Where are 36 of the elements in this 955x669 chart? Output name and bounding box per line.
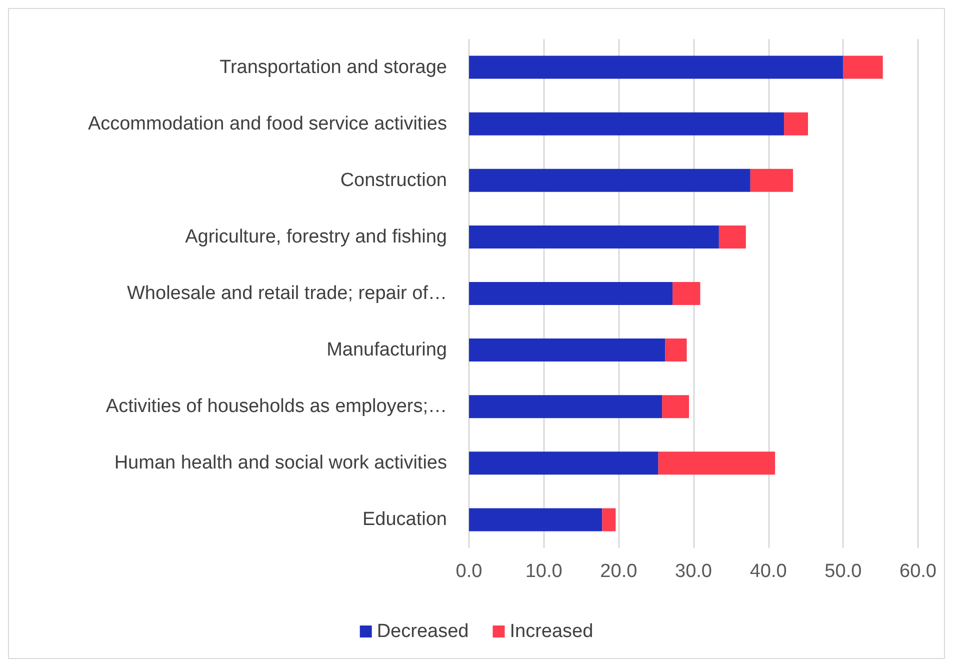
bar xyxy=(469,452,658,475)
bar xyxy=(672,282,700,305)
y-tick-label: Transportation and storage xyxy=(220,56,447,78)
legend-label: Increased xyxy=(510,621,594,642)
y-tick-label: Accommodation and food service activities xyxy=(88,113,447,134)
bar xyxy=(658,452,776,475)
x-tick-label: 40.0 xyxy=(750,561,787,582)
bar xyxy=(469,168,750,192)
x-tick-label: 50.0 xyxy=(824,561,862,582)
y-tick-label: Manufacturing xyxy=(326,340,447,361)
bar xyxy=(469,395,662,418)
y-tick-label: Construction xyxy=(340,170,447,191)
x-tick-label: 20.0 xyxy=(600,561,638,582)
bar xyxy=(784,112,808,136)
y-tick-label: Activities of households as employers;… xyxy=(106,396,447,418)
bar xyxy=(469,225,719,248)
legend-label: Decreased xyxy=(376,621,469,642)
x-tick-label: 0.0 xyxy=(456,561,482,582)
bar xyxy=(469,56,844,79)
bar xyxy=(602,508,616,532)
x-tick-label: 30.0 xyxy=(675,561,712,582)
bar xyxy=(665,338,687,362)
y-tick-label: Education xyxy=(362,509,447,530)
x-tick-label: 10.0 xyxy=(525,561,562,582)
y-tick-label: Wholesale and retail trade; repair of… xyxy=(127,283,447,304)
bar xyxy=(469,112,784,136)
bar xyxy=(750,168,794,192)
bar xyxy=(469,508,602,532)
y-tick-label: Human health and social work activities xyxy=(114,452,447,474)
x-tick-label: 60.0 xyxy=(900,561,936,582)
bar xyxy=(718,225,746,248)
bar xyxy=(469,338,666,362)
bar xyxy=(469,282,673,305)
y-tick-label: Agriculture, forestry and fishing xyxy=(185,226,447,248)
bar xyxy=(843,56,883,79)
bar xyxy=(662,395,690,418)
